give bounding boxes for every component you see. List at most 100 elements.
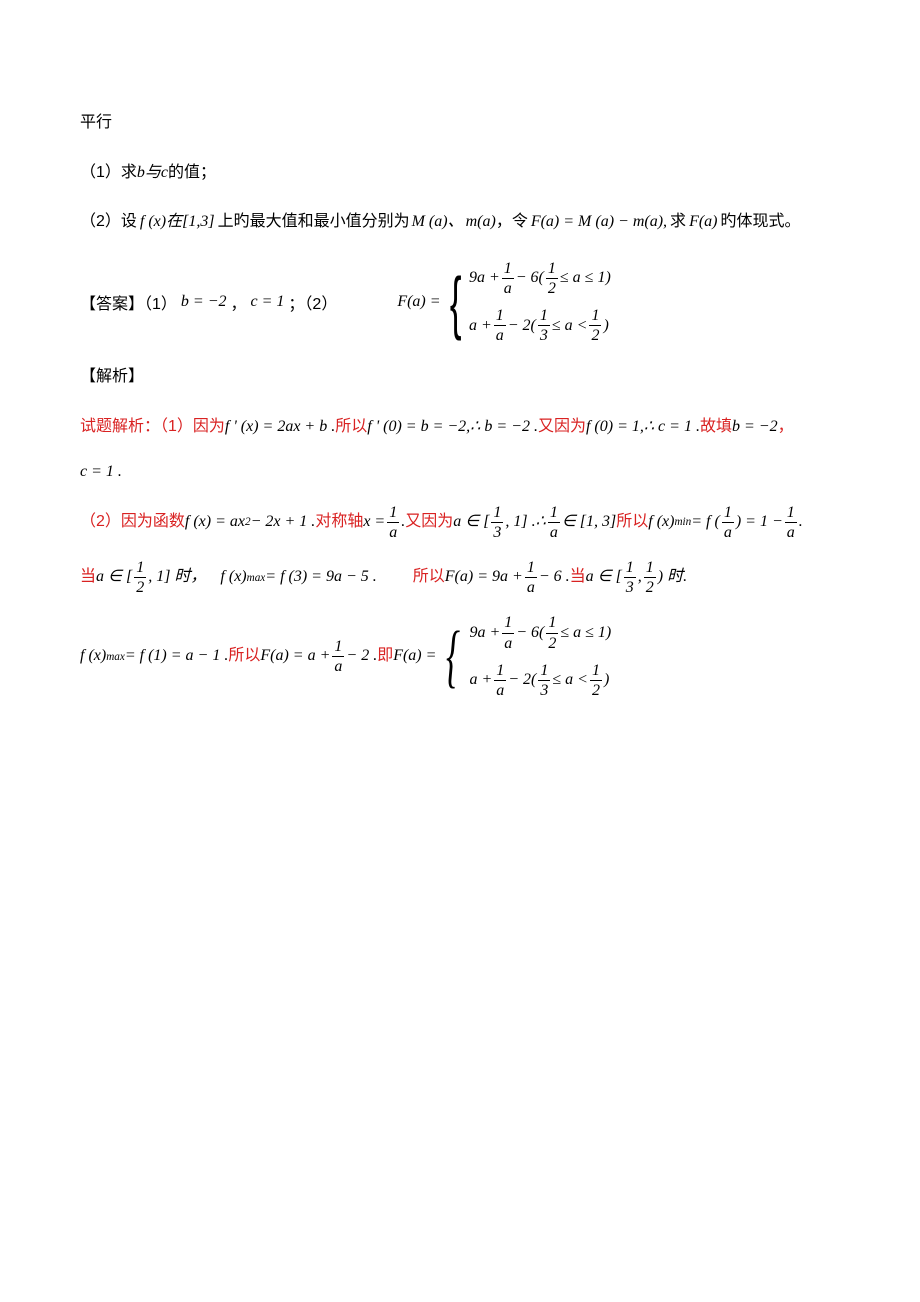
l5d-n: 1 <box>332 637 344 657</box>
l5d-d: a <box>332 657 344 676</box>
l3e-frac: 1a <box>387 503 399 542</box>
fc2-n: 1 <box>494 661 506 681</box>
l1c: 所以 <box>335 413 367 442</box>
l4e: = f (3) = 9a − 5 . <box>265 563 377 592</box>
c2-r2n: 1 <box>589 306 601 326</box>
c2-r1: 13 <box>538 306 550 345</box>
cases: 9a + 1a − 6( 12 ≤ a ≤ 1) a + 1a − 2( 13 … <box>469 259 611 346</box>
explain-heading: 【解析】 <box>80 364 840 390</box>
l3e-n: 1 <box>387 503 399 523</box>
l5f: 即 <box>377 642 393 671</box>
l3k-n: 1 <box>548 503 560 523</box>
l3n-sub: min <box>674 512 691 532</box>
answer-a1: b = −2 <box>181 293 227 311</box>
l3a: （2）因为函数 <box>80 508 185 537</box>
c1-num: 1 <box>502 259 514 279</box>
l4j-f1: 13 <box>624 558 636 597</box>
c2-r1n: 1 <box>538 306 550 326</box>
l4k-n2: 1 <box>644 558 656 578</box>
answer-Fa: F(a) = <box>397 293 440 311</box>
fc1-r: 12 <box>546 613 558 652</box>
fc1-d: a <box>502 634 514 653</box>
c2-r2: 12 <box>589 306 601 345</box>
fc1-n: 1 <box>502 613 514 633</box>
l3l: ∈ [1, 3] <box>562 508 616 537</box>
l3b-group: f (x) = ax2 − 2x + 1 . <box>185 508 315 537</box>
l3d: x = <box>363 508 385 537</box>
l3p-n: 1 <box>785 503 797 523</box>
l4b-frac: 12 <box>134 558 146 597</box>
l4g-frac: 1a <box>525 558 537 597</box>
l5d-frac: 1a <box>332 637 344 676</box>
case1: 9a + 1a − 6( 12 ≤ a ≤ 1) <box>469 259 611 298</box>
l3q: . <box>799 508 803 537</box>
explain-line3: （2）因为函数 f (x) = ax2 − 2x + 1 . 对称轴 x = 1… <box>80 503 840 542</box>
l4b-group: a ∈ [ 12 , 1] 时， <box>96 558 206 597</box>
final-cases: 9a + 1a − 6( 12 ≤ a ≤ 1) a + 1a − 2( 13 … <box>469 613 611 700</box>
l3j-group: ∴ 1a ∈ [1, 3] <box>536 503 617 542</box>
answer-semi: ；（2） <box>288 290 337 314</box>
fc2-rn: 1 <box>538 661 550 681</box>
l1j: b = −2 <box>732 413 778 442</box>
l3o-d: a <box>722 523 734 542</box>
l3h-d: 3 <box>491 523 503 542</box>
answer-piecewise: { 9a + 1a − 6( 12 ≤ a ≤ 1) a + 1a − 2( 1… <box>444 259 611 346</box>
fc2-b: − 2( <box>508 666 536 695</box>
parallel-text: 平行 <box>80 114 112 131</box>
q2-i: F(a) <box>689 209 717 235</box>
fc2-c: ≤ a < <box>552 666 588 695</box>
question-1: （1）求b与c的值； <box>80 160 840 186</box>
l5a-group: f (x)max = f (1) = a − 1 . <box>80 642 228 671</box>
q1-math: b与c <box>137 164 168 181</box>
fc2-rd2: 2 <box>590 681 602 700</box>
c1-rd: 2 <box>546 279 558 298</box>
l4d: f (x) <box>220 563 246 592</box>
l4j-group: a ∈ [ 13 , 12 ) 时. <box>586 558 688 597</box>
fc2-r2: 12 <box>590 661 602 700</box>
l4d-sub: max <box>247 568 266 588</box>
q2-f: ，令 <box>496 209 528 235</box>
l3d-group: x = 1a . <box>363 503 405 542</box>
l4g: F(a) = 9a + <box>445 563 523 592</box>
l4d-group: f (x)max = f (3) = 9a − 5 . <box>220 563 376 592</box>
l1h: ∴ c = 1 . <box>644 413 700 442</box>
explain-line1: 试题解析：（1）因为 f ' (x) = 2ax + b . 所以 f ' (0… <box>80 413 840 442</box>
l4k: , <box>638 563 642 592</box>
explain-line2: c = 1 . <box>80 458 840 487</box>
c1-le: ≤ a ≤ 1) <box>560 269 611 287</box>
c2-mid: − 2( <box>508 317 536 335</box>
l5b: = f (1) = a − 1 . <box>125 642 229 671</box>
q1-prefix: （1）求 <box>80 164 137 181</box>
q2-e: m(a) <box>466 209 496 235</box>
l3g: 又因为 <box>405 508 453 537</box>
final-case2: a + 1a − 2( 13 ≤ a < 12 ) <box>469 661 611 700</box>
l3h-n: 1 <box>491 503 503 523</box>
l4k-d2: 2 <box>644 578 656 597</box>
l1k: ， <box>778 413 794 442</box>
final-lbrace-icon: { <box>446 613 460 700</box>
l3k-d: a <box>548 523 560 542</box>
c1-head: 9a + <box>469 269 500 287</box>
l3o-n: 1 <box>722 503 734 523</box>
fc1-rd: 2 <box>546 634 558 653</box>
l5d: F(a) = a + <box>260 642 330 671</box>
fc1-c: ≤ a ≤ 1) <box>560 619 611 648</box>
l4l: ) 时. <box>658 563 687 592</box>
l4f: 所以 <box>413 563 445 592</box>
c2-den: a <box>494 326 506 345</box>
l3i: , 1] . <box>505 508 535 537</box>
l1e: ∴ b = −2 . <box>470 413 538 442</box>
fc1-a: 9a + <box>469 619 500 648</box>
l3o-frac: 1a <box>722 503 734 542</box>
c1-frac: 1a <box>502 259 514 298</box>
c2-r2d: 2 <box>589 326 601 345</box>
l4k-f2: 12 <box>644 558 656 597</box>
answer-a2: c = 1 <box>251 293 285 311</box>
q2-g: F(a) = M (a) − m(a), <box>531 209 667 235</box>
l3m: 所以 <box>616 508 648 537</box>
l1f: 又因为 <box>538 413 586 442</box>
l3p-frac: 1a <box>785 503 797 542</box>
fc2-d: a <box>494 681 506 700</box>
l5e: − 2 . <box>346 642 377 671</box>
l3p-d: a <box>785 523 797 542</box>
